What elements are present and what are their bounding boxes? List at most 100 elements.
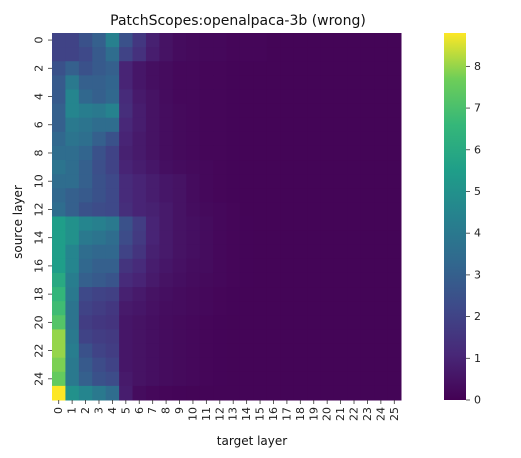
heatmap-cell xyxy=(293,145,308,161)
heatmap-cell xyxy=(239,61,254,76)
heatmap-cell xyxy=(132,272,147,288)
heatmap-cell xyxy=(307,371,321,387)
heatmap-cell xyxy=(159,329,174,345)
heatmap-cell xyxy=(65,315,80,330)
heatmap-cell xyxy=(387,315,402,330)
heatmap-cell xyxy=(226,61,241,76)
heatmap-cell xyxy=(65,89,80,105)
heatmap-cell xyxy=(333,216,348,232)
colorbar-tick-label: 6 xyxy=(474,143,481,156)
heatmap-cell xyxy=(119,371,134,387)
heatmap-cell xyxy=(213,89,227,105)
heatmap-cell xyxy=(159,61,174,76)
heatmap-cell xyxy=(347,89,362,105)
heatmap-cell xyxy=(78,33,93,48)
heatmap-cell xyxy=(105,258,120,274)
heatmap-cell xyxy=(52,117,66,133)
heatmap-cell xyxy=(307,33,321,48)
heatmap-cell xyxy=(52,343,66,359)
heatmap-cell xyxy=(119,343,134,359)
x-tick-label: 19 xyxy=(307,407,320,421)
x-tick-label: 5 xyxy=(119,407,132,414)
heatmap-cell xyxy=(360,103,375,119)
heatmap-cell xyxy=(213,357,227,373)
heatmap-cell xyxy=(266,301,281,316)
heatmap-cell xyxy=(307,287,321,302)
heatmap-cell xyxy=(65,75,80,90)
heatmap-cell xyxy=(52,188,66,203)
heatmap-cell xyxy=(105,272,120,288)
heatmap-cell xyxy=(360,188,375,203)
colorbar-ticks: 0 1 2 3 4 5 6 7 8 xyxy=(466,60,481,407)
x-tick-label: 25 xyxy=(388,407,401,421)
heatmap-cell xyxy=(92,75,107,90)
y-tick-label: 22 xyxy=(33,344,46,358)
heatmap-cell xyxy=(159,145,174,161)
y-tick-label: 6 xyxy=(33,121,46,128)
heatmap-cell xyxy=(78,145,93,161)
heatmap-cell xyxy=(213,258,227,274)
heatmap-cell xyxy=(65,385,80,401)
heatmap-cell xyxy=(199,385,214,401)
heatmap-cell xyxy=(293,202,308,217)
heatmap-cell xyxy=(92,329,107,345)
heatmap-cell xyxy=(307,385,321,401)
heatmap-cell xyxy=(280,117,295,133)
colorbar-tick-label: 8 xyxy=(474,60,481,73)
heatmap-cell xyxy=(199,145,214,161)
heatmap-cell xyxy=(145,329,160,345)
heatmap-cell xyxy=(132,371,147,387)
heatmap-cell xyxy=(65,160,80,175)
heatmap-cell xyxy=(213,145,227,161)
heatmap-cell xyxy=(347,287,362,302)
heatmap-cell xyxy=(374,188,389,203)
heatmap-cell xyxy=(253,174,268,189)
heatmap-cell xyxy=(266,258,281,274)
heatmap-cell xyxy=(65,188,80,203)
heatmap-cell xyxy=(132,33,147,48)
heatmap-cell xyxy=(360,301,375,316)
heatmap-cell xyxy=(78,385,93,401)
heatmap-cell xyxy=(186,174,201,189)
heatmap-cell xyxy=(52,47,66,62)
heatmap-cell xyxy=(333,244,348,260)
heatmap-cell xyxy=(186,301,201,316)
x-tick-label: 22 xyxy=(348,407,361,421)
heatmap-cell xyxy=(145,174,160,189)
heatmap-cell xyxy=(387,230,402,246)
heatmap-cell xyxy=(172,244,187,260)
heatmap-cell xyxy=(374,33,389,48)
heatmap-cell xyxy=(119,160,134,175)
heatmap-cell xyxy=(92,117,107,133)
heatmap-cell xyxy=(199,160,214,175)
heatmap-cell xyxy=(213,216,227,232)
heatmap-cell xyxy=(92,103,107,119)
heatmap-cell xyxy=(199,301,214,316)
heatmap-cell xyxy=(387,287,402,302)
heatmap-cell xyxy=(374,131,389,147)
heatmap-cell xyxy=(199,117,214,133)
heatmap-cell xyxy=(105,230,120,246)
heatmap-cell xyxy=(266,202,281,217)
heatmap-cell xyxy=(213,272,227,288)
heatmap-cell xyxy=(387,145,402,161)
heatmap-cell xyxy=(105,315,120,330)
heatmap-cell xyxy=(92,33,107,48)
heatmap-cell xyxy=(253,103,268,119)
x-axis-ticks: 0 1 2 3 4 5 6 7 8 9 10 11 12 13 14 15 16 17 18 19 20 21 22 23 24… xyxy=(52,400,401,421)
heatmap-cell xyxy=(213,329,227,345)
heatmap-cell xyxy=(333,75,348,90)
heatmap-cell xyxy=(119,61,134,76)
heatmap-cell xyxy=(145,272,160,288)
heatmap-cell xyxy=(172,315,187,330)
x-tick-label: 8 xyxy=(160,407,173,414)
heatmap-cell xyxy=(333,202,348,217)
heatmap-cell xyxy=(266,230,281,246)
x-tick-label: 0 xyxy=(52,407,65,414)
heatmap-cell xyxy=(360,329,375,345)
heatmap-cell xyxy=(132,216,147,232)
heatmap-cell xyxy=(78,117,93,133)
heatmap-cell xyxy=(307,160,321,175)
heatmap-cell xyxy=(266,385,281,401)
